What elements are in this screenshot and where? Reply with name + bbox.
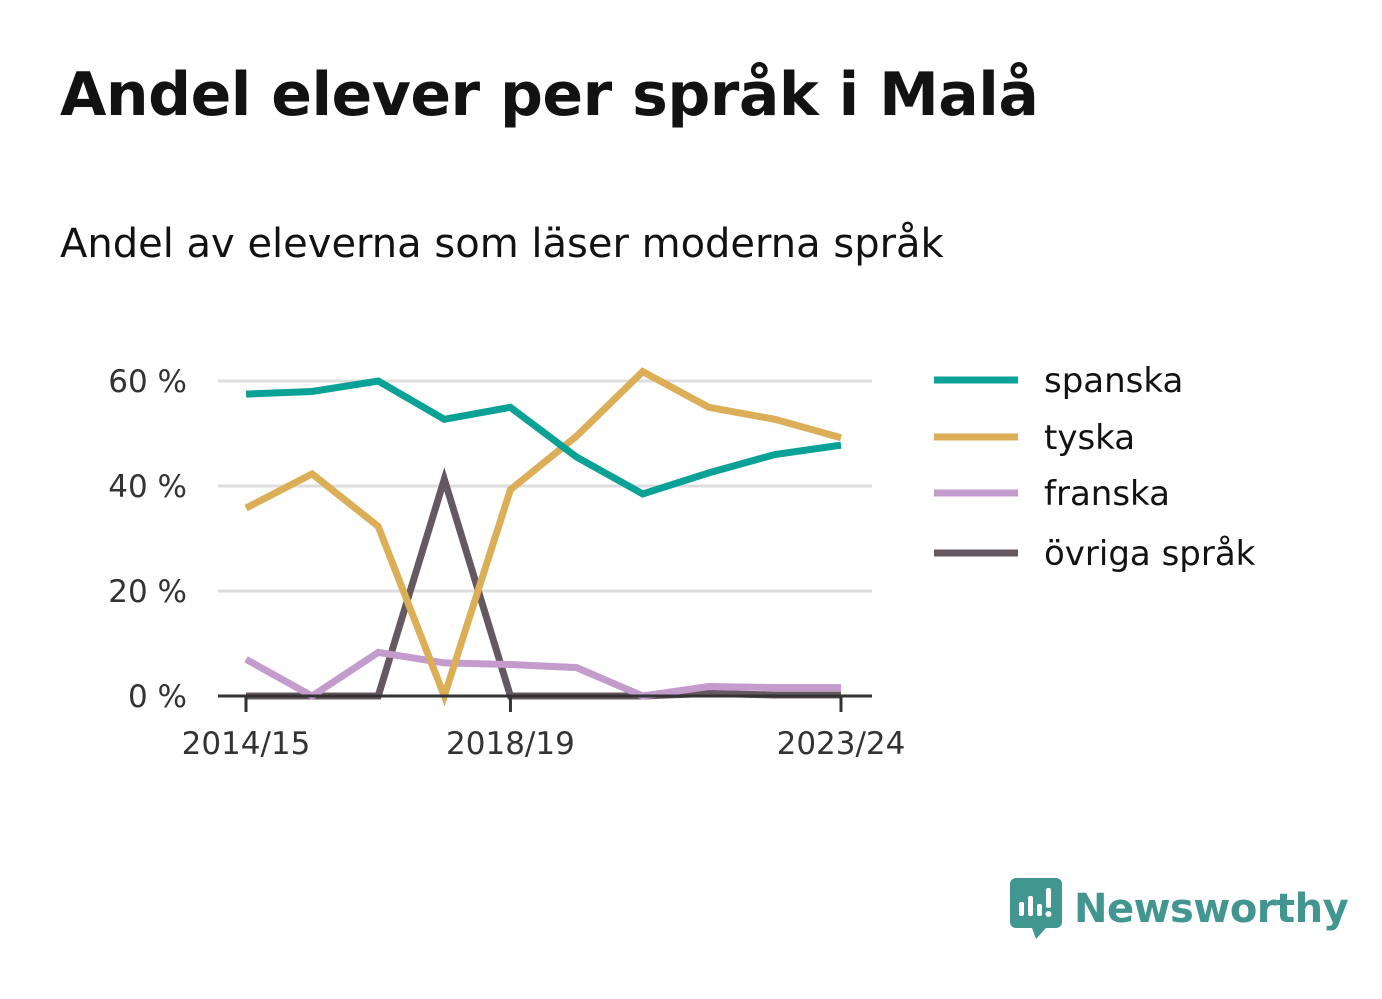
brand-name: Newsworthy	[1074, 886, 1349, 932]
x-tick-label: 2014/15	[182, 726, 311, 762]
x-tick-label: 2023/24	[777, 726, 906, 762]
brand-logo: Newsworthy	[1010, 878, 1349, 940]
y-tick-label: 20 %	[108, 574, 187, 610]
legend-label: franska	[1044, 474, 1170, 514]
series-line-spanska	[245, 377, 842, 498]
y-tick-label: 60 %	[108, 364, 187, 400]
x-tick-label: 2018/19	[446, 726, 575, 762]
legend-label: övriga språk	[1044, 534, 1256, 574]
page-title: Andel elever per språk i Malå	[60, 60, 1039, 130]
y-tick-label: 0 %	[128, 679, 187, 715]
legend-label: tyska	[1044, 418, 1135, 458]
page-subtitle: Andel av eleverna som läser moderna språ…	[60, 221, 944, 267]
series-lines	[244, 367, 842, 707]
y-axis-tick-labels: 0 % 20 % 40 % 60 %	[108, 364, 187, 715]
legend: spanska tyska franska övriga språk	[934, 361, 1256, 574]
y-tick-label: 40 %	[108, 469, 187, 505]
x-axis: 2014/15 2018/19 2023/24	[182, 694, 906, 762]
series-line-tyska	[244, 367, 842, 707]
newsworthy-logo-icon	[1010, 878, 1062, 939]
gridlines	[218, 379, 872, 593]
legend-label: spanska	[1044, 361, 1183, 401]
series-line-franska	[244, 648, 841, 701]
